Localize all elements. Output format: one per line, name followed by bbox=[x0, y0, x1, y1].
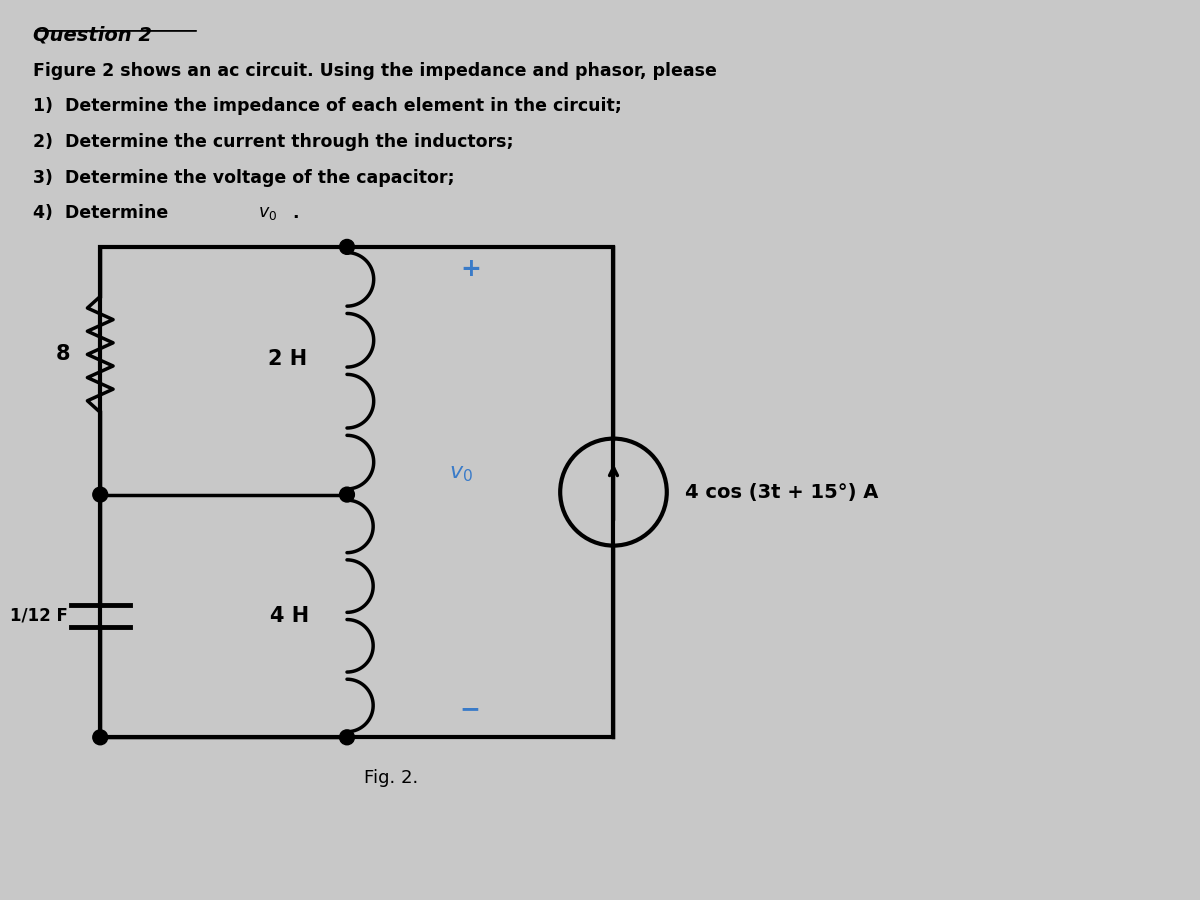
Text: 3)  Determine the voltage of the capacitor;: 3) Determine the voltage of the capacito… bbox=[34, 168, 455, 186]
Circle shape bbox=[340, 239, 354, 255]
Text: 1/12 F: 1/12 F bbox=[10, 607, 68, 625]
Text: 4 cos (3t + 15°) A: 4 cos (3t + 15°) A bbox=[684, 482, 878, 501]
Text: 4 H: 4 H bbox=[270, 606, 310, 626]
Circle shape bbox=[92, 487, 108, 502]
Text: .: . bbox=[293, 204, 299, 222]
Text: 1)  Determine the impedance of each element in the circuit;: 1) Determine the impedance of each eleme… bbox=[34, 97, 622, 115]
Text: Figure 2 shows an ac circuit. Using the impedance and phasor, please: Figure 2 shows an ac circuit. Using the … bbox=[34, 61, 716, 79]
Circle shape bbox=[340, 730, 354, 744]
Circle shape bbox=[340, 487, 354, 502]
Text: 2 H: 2 H bbox=[269, 349, 307, 369]
Text: Question 2: Question 2 bbox=[34, 26, 152, 45]
Text: −: − bbox=[460, 698, 481, 722]
Circle shape bbox=[92, 730, 108, 744]
Text: $v_0$: $v_0$ bbox=[449, 464, 473, 484]
Text: 8: 8 bbox=[55, 345, 70, 364]
Text: 4)  Determine: 4) Determine bbox=[34, 204, 174, 222]
Text: $v_0$: $v_0$ bbox=[258, 204, 277, 222]
Text: Fig. 2.: Fig. 2. bbox=[365, 769, 419, 787]
Text: +: + bbox=[460, 256, 481, 281]
Text: 2)  Determine the current through the inductors;: 2) Determine the current through the ind… bbox=[34, 133, 514, 151]
